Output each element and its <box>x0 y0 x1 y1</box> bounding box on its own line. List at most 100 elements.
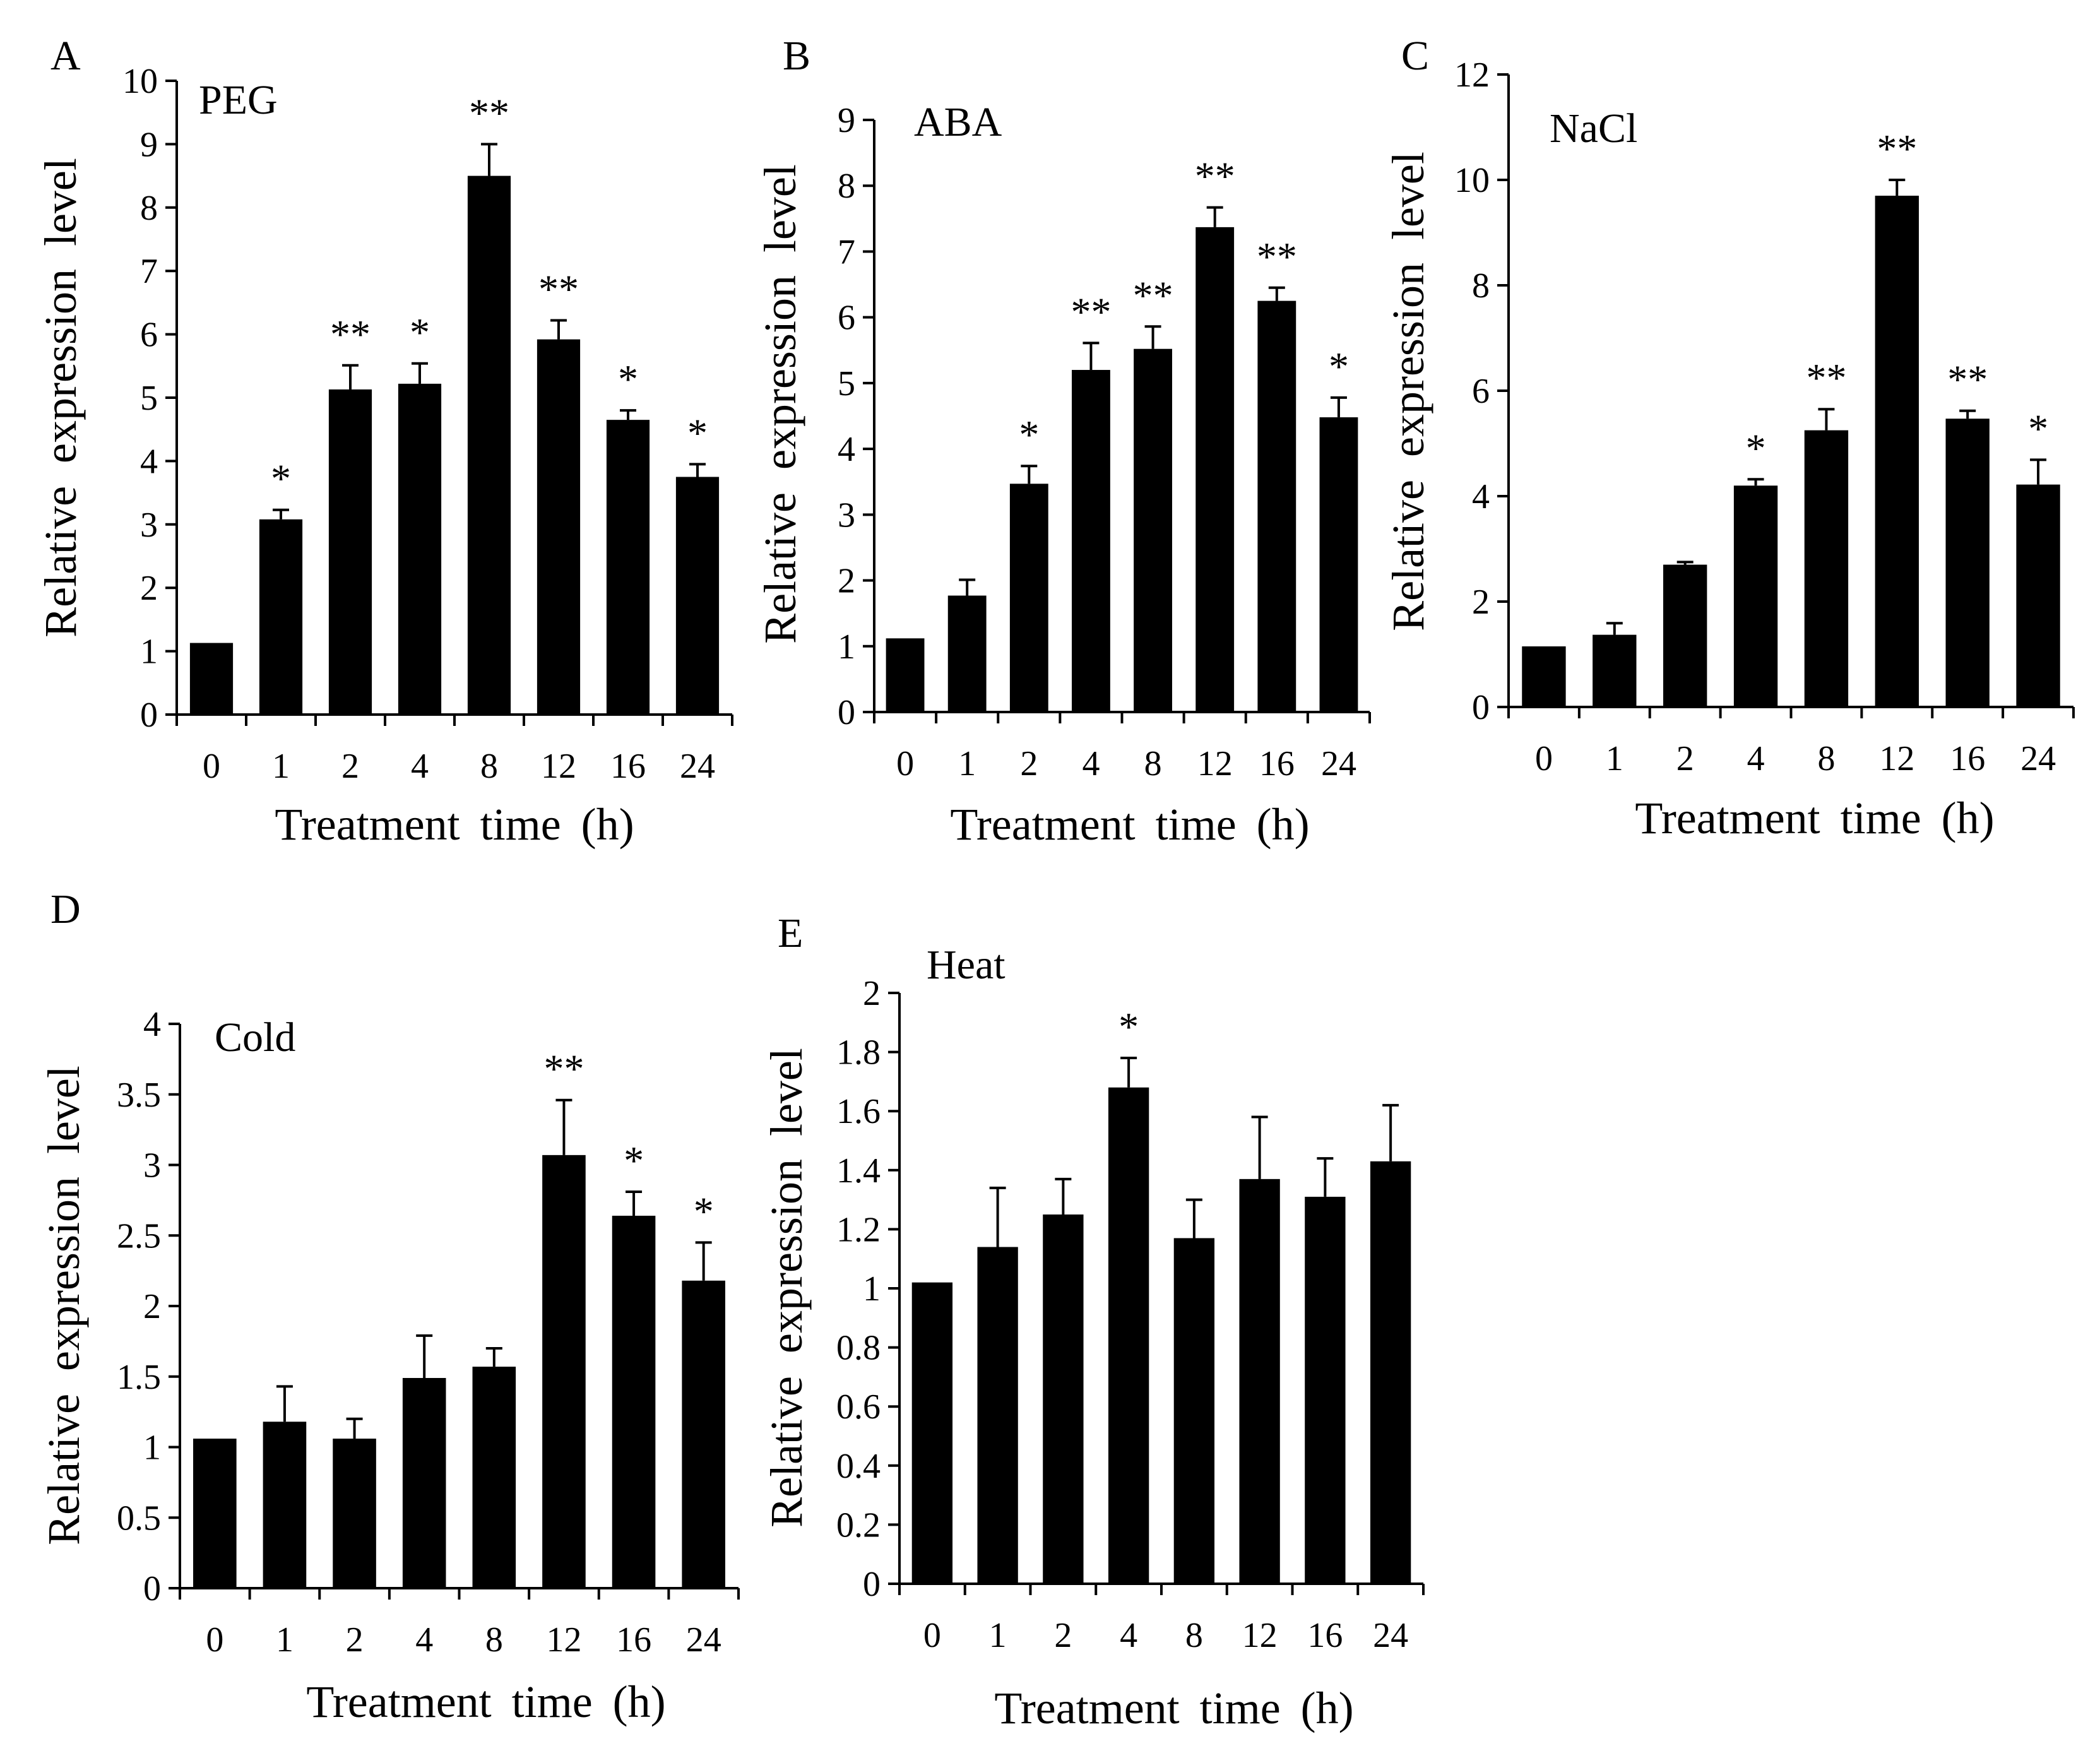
significance-marker: * <box>2028 406 2048 451</box>
y-tick-label: 0 <box>140 696 158 735</box>
panel-title: Heat <box>927 942 1006 988</box>
significance-marker: ** <box>469 90 509 135</box>
bar <box>886 638 925 712</box>
x-tick-label: 8 <box>1817 739 1835 778</box>
significance-marker: ** <box>1133 273 1173 318</box>
significance-marker: ** <box>538 267 579 312</box>
x-tick-label: 16 <box>1307 1616 1343 1655</box>
y-tick-label: 4 <box>140 442 158 481</box>
y-tick-label: 2 <box>143 1287 161 1326</box>
y-tick-label: 1 <box>140 632 158 672</box>
y-tick-label: 12 <box>1454 56 1490 95</box>
y-tick-label: 2 <box>140 569 158 608</box>
y-tick-label: 3 <box>140 506 158 545</box>
x-axis-title: Treatment time (h) <box>950 799 1309 850</box>
panel-letter: B <box>783 33 810 79</box>
bar <box>1173 1238 1215 1584</box>
bar <box>1195 227 1235 713</box>
bar <box>675 477 720 715</box>
significance-marker: * <box>1329 344 1349 389</box>
panel-title: PEG <box>199 77 278 123</box>
significance-marker: * <box>271 456 291 501</box>
y-axis-title: Relative expression level <box>35 158 86 638</box>
y-tick-label: 0 <box>143 1569 161 1608</box>
bar <box>2016 484 2060 707</box>
panel-letter: D <box>50 886 81 932</box>
x-tick-label: 2 <box>341 747 359 786</box>
bar <box>1072 370 1110 712</box>
significance-marker: ** <box>1071 289 1111 334</box>
y-tick-label: 3 <box>143 1146 161 1185</box>
significance-marker: * <box>1118 1004 1139 1049</box>
x-tick-label: 1 <box>989 1616 1007 1655</box>
bar <box>1043 1214 1084 1584</box>
x-tick-label: 1 <box>276 1620 294 1660</box>
bar <box>612 1215 656 1588</box>
x-tick-label: 0 <box>203 747 220 786</box>
bar <box>1239 1179 1280 1584</box>
y-tick-label: 6 <box>140 316 158 355</box>
y-tick-label: 0.5 <box>117 1499 161 1538</box>
significance-marker: * <box>1019 412 1039 457</box>
y-tick-label: 2 <box>1472 583 1490 622</box>
bar <box>1108 1087 1149 1584</box>
bar <box>947 595 987 712</box>
bar <box>1593 634 1637 707</box>
x-tick-label: 2 <box>346 1620 364 1660</box>
x-tick-label: 12 <box>1197 744 1233 783</box>
y-tick-label: 0 <box>1472 688 1490 727</box>
bar <box>1305 1196 1346 1584</box>
x-tick-label: 16 <box>1950 739 1985 778</box>
x-tick-label: 4 <box>1082 744 1100 783</box>
bar <box>193 1439 237 1588</box>
y-tick-label: 1.8 <box>836 1033 881 1072</box>
panel-title: Cold <box>215 1014 295 1060</box>
y-tick-label: 2 <box>838 562 855 601</box>
x-tick-label: 4 <box>415 1620 433 1660</box>
y-tick-label: 2 <box>863 974 881 1013</box>
bar <box>1663 564 1707 707</box>
significance-marker: * <box>618 357 638 401</box>
y-tick-label: 10 <box>122 62 158 101</box>
x-axis-title: Treatment time (h) <box>275 799 634 850</box>
bar <box>1945 419 1990 707</box>
y-tick-label: 0.2 <box>836 1505 881 1545</box>
significance-marker: * <box>624 1138 644 1183</box>
bar <box>911 1282 953 1584</box>
significance-marker: ** <box>1257 234 1297 279</box>
x-tick-label: 16 <box>610 747 646 786</box>
y-tick-label: 3.5 <box>117 1076 161 1115</box>
x-tick-label: 2 <box>1020 744 1038 783</box>
y-tick-label: 7 <box>140 252 158 291</box>
bar <box>467 175 511 715</box>
y-tick-label: 4 <box>1472 477 1490 516</box>
bar <box>1009 484 1048 712</box>
y-tick-label: 7 <box>838 232 855 271</box>
bar <box>542 1155 586 1588</box>
x-tick-label: 16 <box>1259 744 1295 783</box>
bar <box>472 1367 516 1588</box>
y-tick-label: 10 <box>1454 161 1490 200</box>
significance-marker: ** <box>543 1047 584 1091</box>
bar <box>1875 196 1919 707</box>
y-axis-title: Relative expression level <box>39 1066 89 1545</box>
y-tick-label: 3 <box>838 496 855 535</box>
bar <box>402 1377 446 1588</box>
y-tick-label: 5 <box>838 364 855 403</box>
bar <box>1257 300 1296 713</box>
significance-marker: ** <box>1947 357 1988 402</box>
x-tick-label: 0 <box>923 1616 941 1655</box>
y-tick-label: 8 <box>1472 266 1490 306</box>
x-tick-label: 8 <box>1185 1616 1203 1655</box>
bar <box>1733 485 1778 707</box>
x-tick-label: 24 <box>1373 1616 1408 1655</box>
bar <box>1134 348 1172 712</box>
bar <box>333 1439 376 1588</box>
y-tick-label: 0.4 <box>836 1447 881 1486</box>
x-tick-label: 0 <box>896 744 914 783</box>
x-tick-label: 1 <box>1606 739 1623 778</box>
x-tick-label: 12 <box>541 747 576 786</box>
